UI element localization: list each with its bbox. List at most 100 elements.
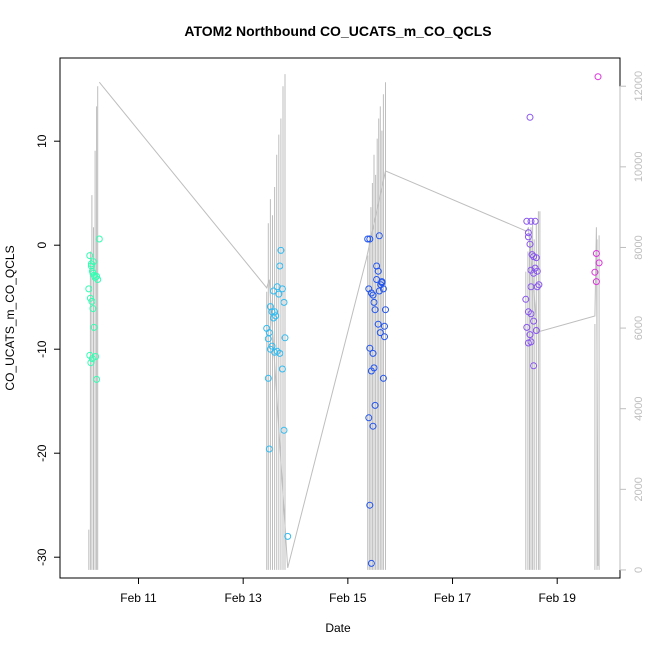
- data-point: [85, 285, 93, 293]
- data-point: [92, 353, 100, 360]
- data-point: [278, 365, 286, 373]
- data-point: [366, 344, 374, 352]
- data-point: [375, 287, 383, 295]
- data-points-layer: [85, 73, 603, 567]
- data-point: [370, 298, 378, 306]
- data-point: [369, 291, 377, 299]
- data-point: [530, 362, 538, 370]
- data-point: [270, 287, 277, 295]
- data-point: [89, 305, 97, 313]
- data-point: [284, 532, 292, 540]
- data-point: [376, 329, 384, 337]
- data-point: [371, 306, 379, 314]
- data-point: [366, 235, 374, 243]
- y-tick-label: 0: [35, 242, 49, 249]
- data-point: [93, 375, 101, 383]
- chart-title: ATOM2 Northbound CO_UCATS_m_CO_QCLS: [184, 23, 491, 39]
- data-point: [268, 342, 276, 350]
- right-y-tick-label: 2000: [633, 477, 645, 501]
- data-point: [527, 338, 535, 346]
- data-point: [526, 113, 534, 121]
- data-point: [374, 267, 382, 275]
- data-point: [524, 233, 532, 241]
- data-point: [93, 272, 101, 280]
- data-point: [276, 349, 284, 357]
- data-point: [86, 252, 94, 260]
- data-point: [527, 310, 535, 318]
- data-point: [369, 349, 377, 357]
- data-point: [264, 335, 272, 343]
- y-axis: -30 -20 -10 0 10: [35, 134, 61, 566]
- x-tick-label: Feb 11: [120, 591, 157, 605]
- data-point: [367, 559, 375, 567]
- x-tick-label: Feb 17: [434, 591, 472, 605]
- data-point: [369, 422, 377, 430]
- altitude-trend-line: [98, 81, 599, 569]
- data-point: [532, 327, 540, 334]
- data-point: [280, 426, 288, 434]
- data-point: [280, 298, 288, 306]
- data-point: [381, 333, 388, 341]
- data-point: [367, 289, 375, 297]
- data-point: [379, 285, 387, 293]
- altitude-layer: [88, 74, 600, 570]
- data-point: [373, 276, 381, 283]
- data-point: [264, 374, 272, 382]
- data-point: [375, 232, 383, 240]
- data-point: [87, 262, 95, 270]
- data-point: [364, 235, 372, 243]
- data-point: [526, 331, 534, 339]
- data-point: [90, 323, 98, 331]
- x-tick-label: Feb 13: [224, 591, 262, 605]
- data-point: [371, 401, 379, 409]
- right-y-tick-label: 6000: [633, 316, 645, 340]
- data-point: [276, 262, 284, 270]
- data-point: [526, 240, 534, 248]
- data-point: [527, 217, 535, 225]
- data-point: [275, 290, 283, 298]
- data-point: [278, 285, 286, 293]
- data-point: [535, 281, 543, 289]
- data-point: [367, 367, 375, 375]
- data-point: [365, 414, 373, 422]
- right-y-tick-label: 4000: [633, 396, 645, 420]
- data-point: [532, 254, 540, 262]
- data-point: [379, 374, 387, 382]
- data-point: [90, 258, 97, 266]
- data-point: [594, 73, 602, 81]
- data-point: [281, 334, 289, 342]
- y-axis-label: CO_UCATS_m_CO_QCLS: [3, 245, 17, 390]
- data-point: [533, 283, 541, 291]
- right-y-tick-label: 8000: [633, 235, 645, 259]
- data-point: [88, 297, 96, 305]
- data-point: [523, 217, 531, 225]
- data-point: [524, 229, 532, 237]
- y-tick-label: 10: [35, 134, 49, 148]
- data-point: [366, 501, 374, 509]
- data-point: [592, 278, 600, 286]
- data-point: [381, 322, 388, 330]
- right-y-tick-label: 12000: [633, 71, 645, 102]
- data-point: [271, 308, 279, 316]
- y-tick-label: -10: [35, 340, 49, 358]
- x-tick-label: Feb 19: [539, 591, 577, 605]
- x-axis-label: Date: [325, 621, 351, 635]
- data-point: [530, 317, 538, 325]
- data-point: [533, 267, 541, 275]
- data-point: [266, 303, 274, 311]
- right-y-axis: 0 2000 4000 6000 8000 10000 12000: [619, 71, 645, 573]
- data-point: [87, 359, 95, 367]
- data-point: [86, 294, 94, 302]
- data-point: [272, 312, 280, 320]
- data-point: [522, 295, 530, 303]
- data-point: [592, 250, 600, 257]
- y-tick-label: -30: [35, 548, 49, 566]
- data-point: [523, 323, 531, 331]
- data-point: [265, 445, 273, 453]
- right-y-tick-label: 0: [633, 567, 645, 573]
- x-tick-label: Feb 15: [329, 591, 367, 605]
- data-point: [374, 320, 382, 328]
- data-point: [591, 268, 599, 276]
- data-point: [378, 279, 386, 287]
